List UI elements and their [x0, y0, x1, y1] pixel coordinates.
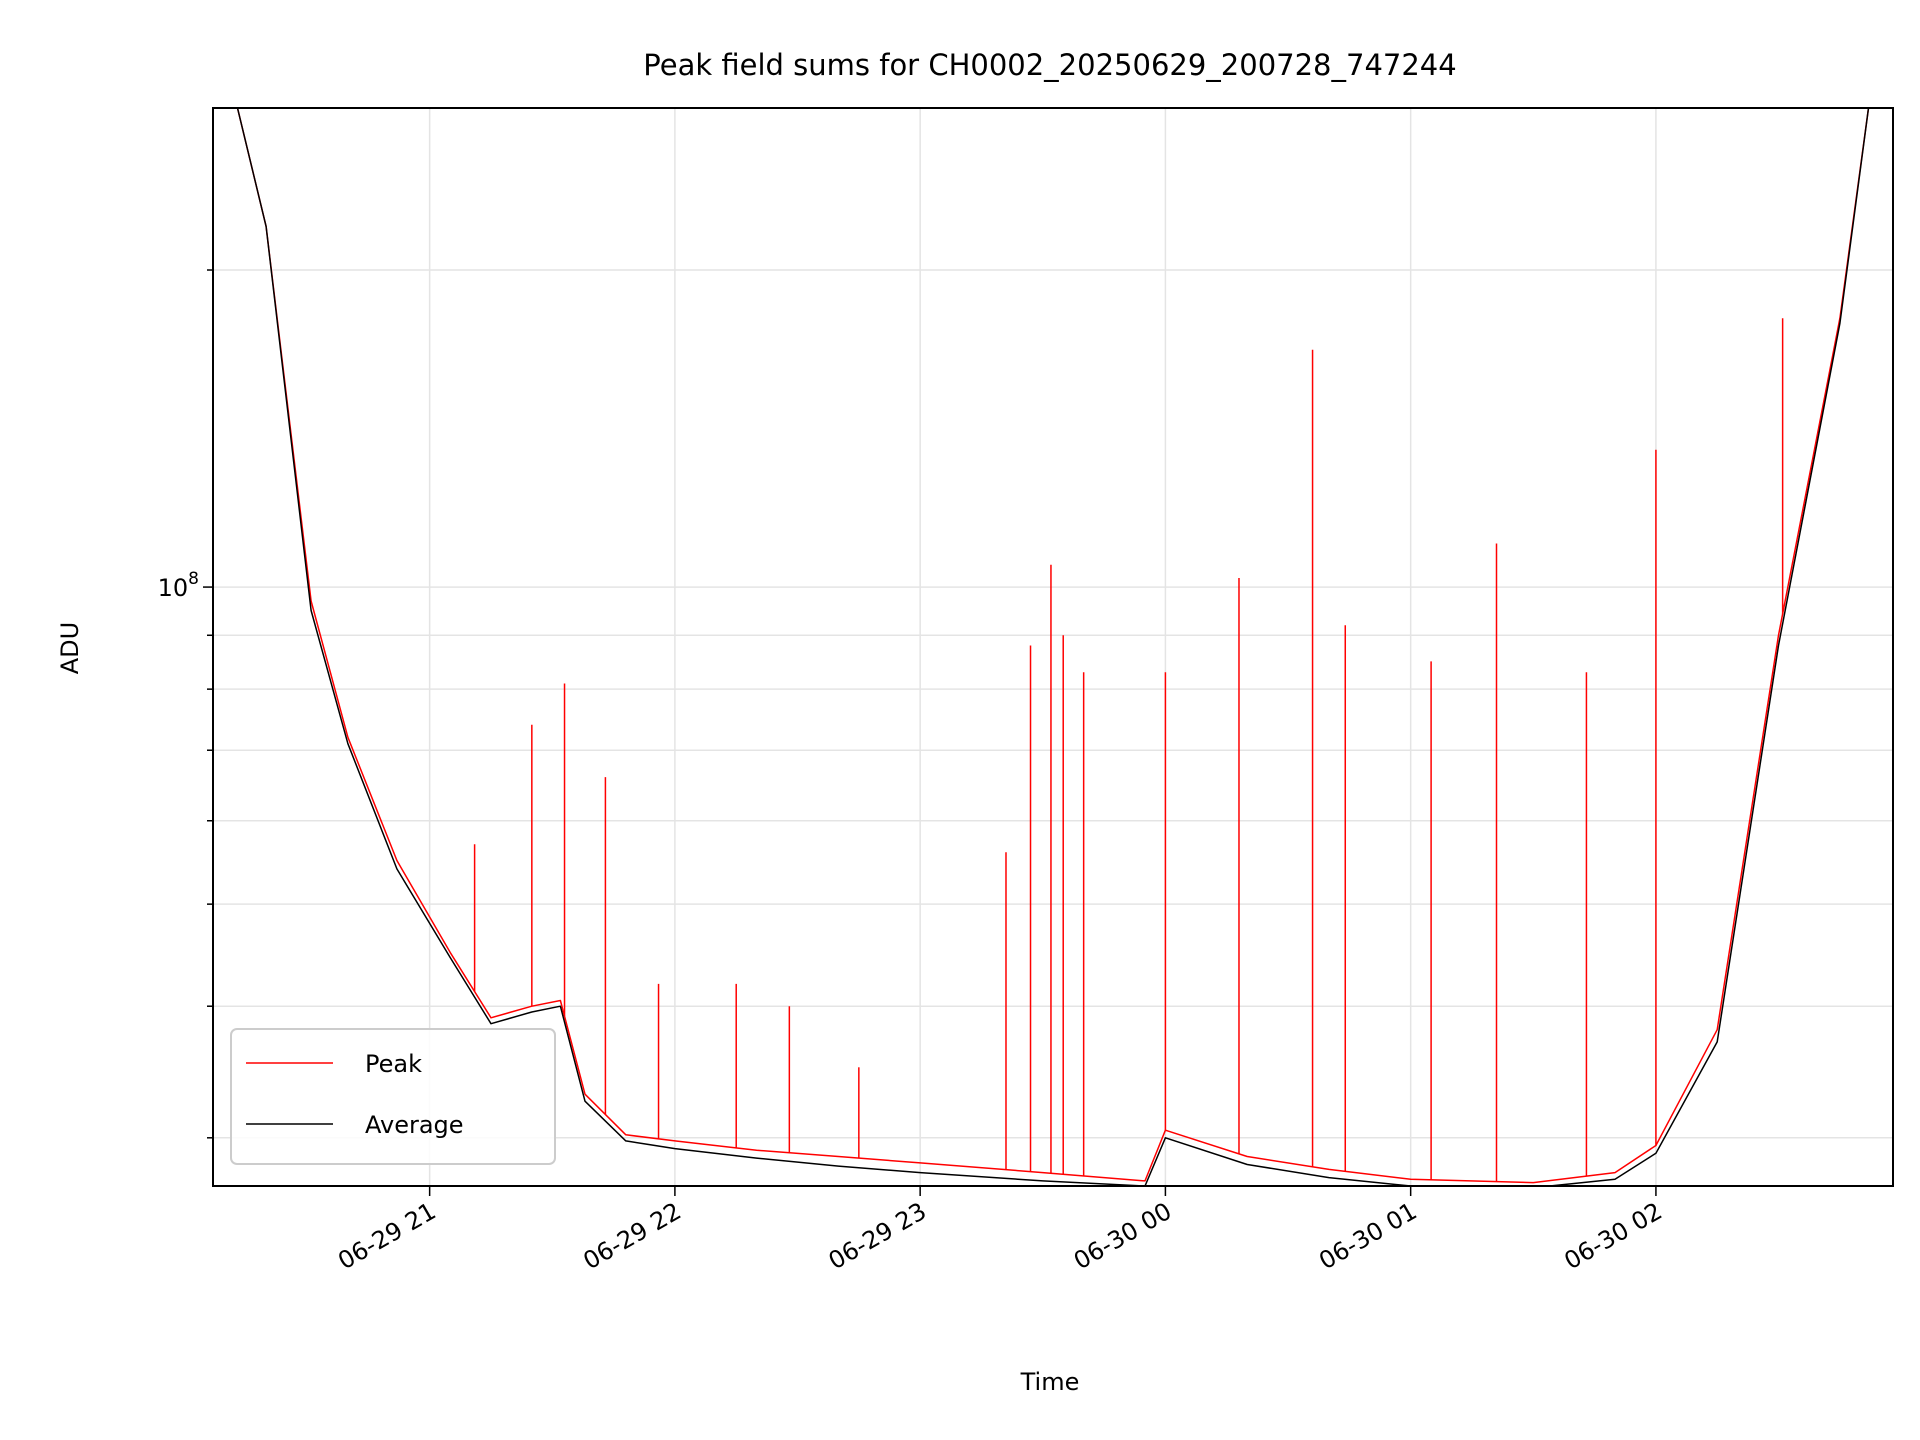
chart-title: Peak field sums for CH0002_20250629_2007…: [643, 48, 1456, 82]
y-axis: 108: [158, 269, 213, 1139]
y-axis-label: ADU: [56, 622, 84, 674]
series-line-peak: [236, 108, 1870, 1184]
y-tick-exponent: 8: [188, 569, 199, 589]
legend-label-average: Average: [365, 1111, 464, 1139]
legend: Peak Average: [230, 1028, 556, 1165]
y-tick-label: 108: [158, 569, 199, 602]
x-axis-label: Time: [1020, 1368, 1080, 1396]
plot-frame: [212, 107, 1894, 1187]
series-layer: [236, 108, 1870, 1186]
legend-label-peak: Peak: [365, 1050, 422, 1078]
series-line-average: [236, 108, 1870, 1186]
y-tick-base: 10: [158, 574, 189, 602]
